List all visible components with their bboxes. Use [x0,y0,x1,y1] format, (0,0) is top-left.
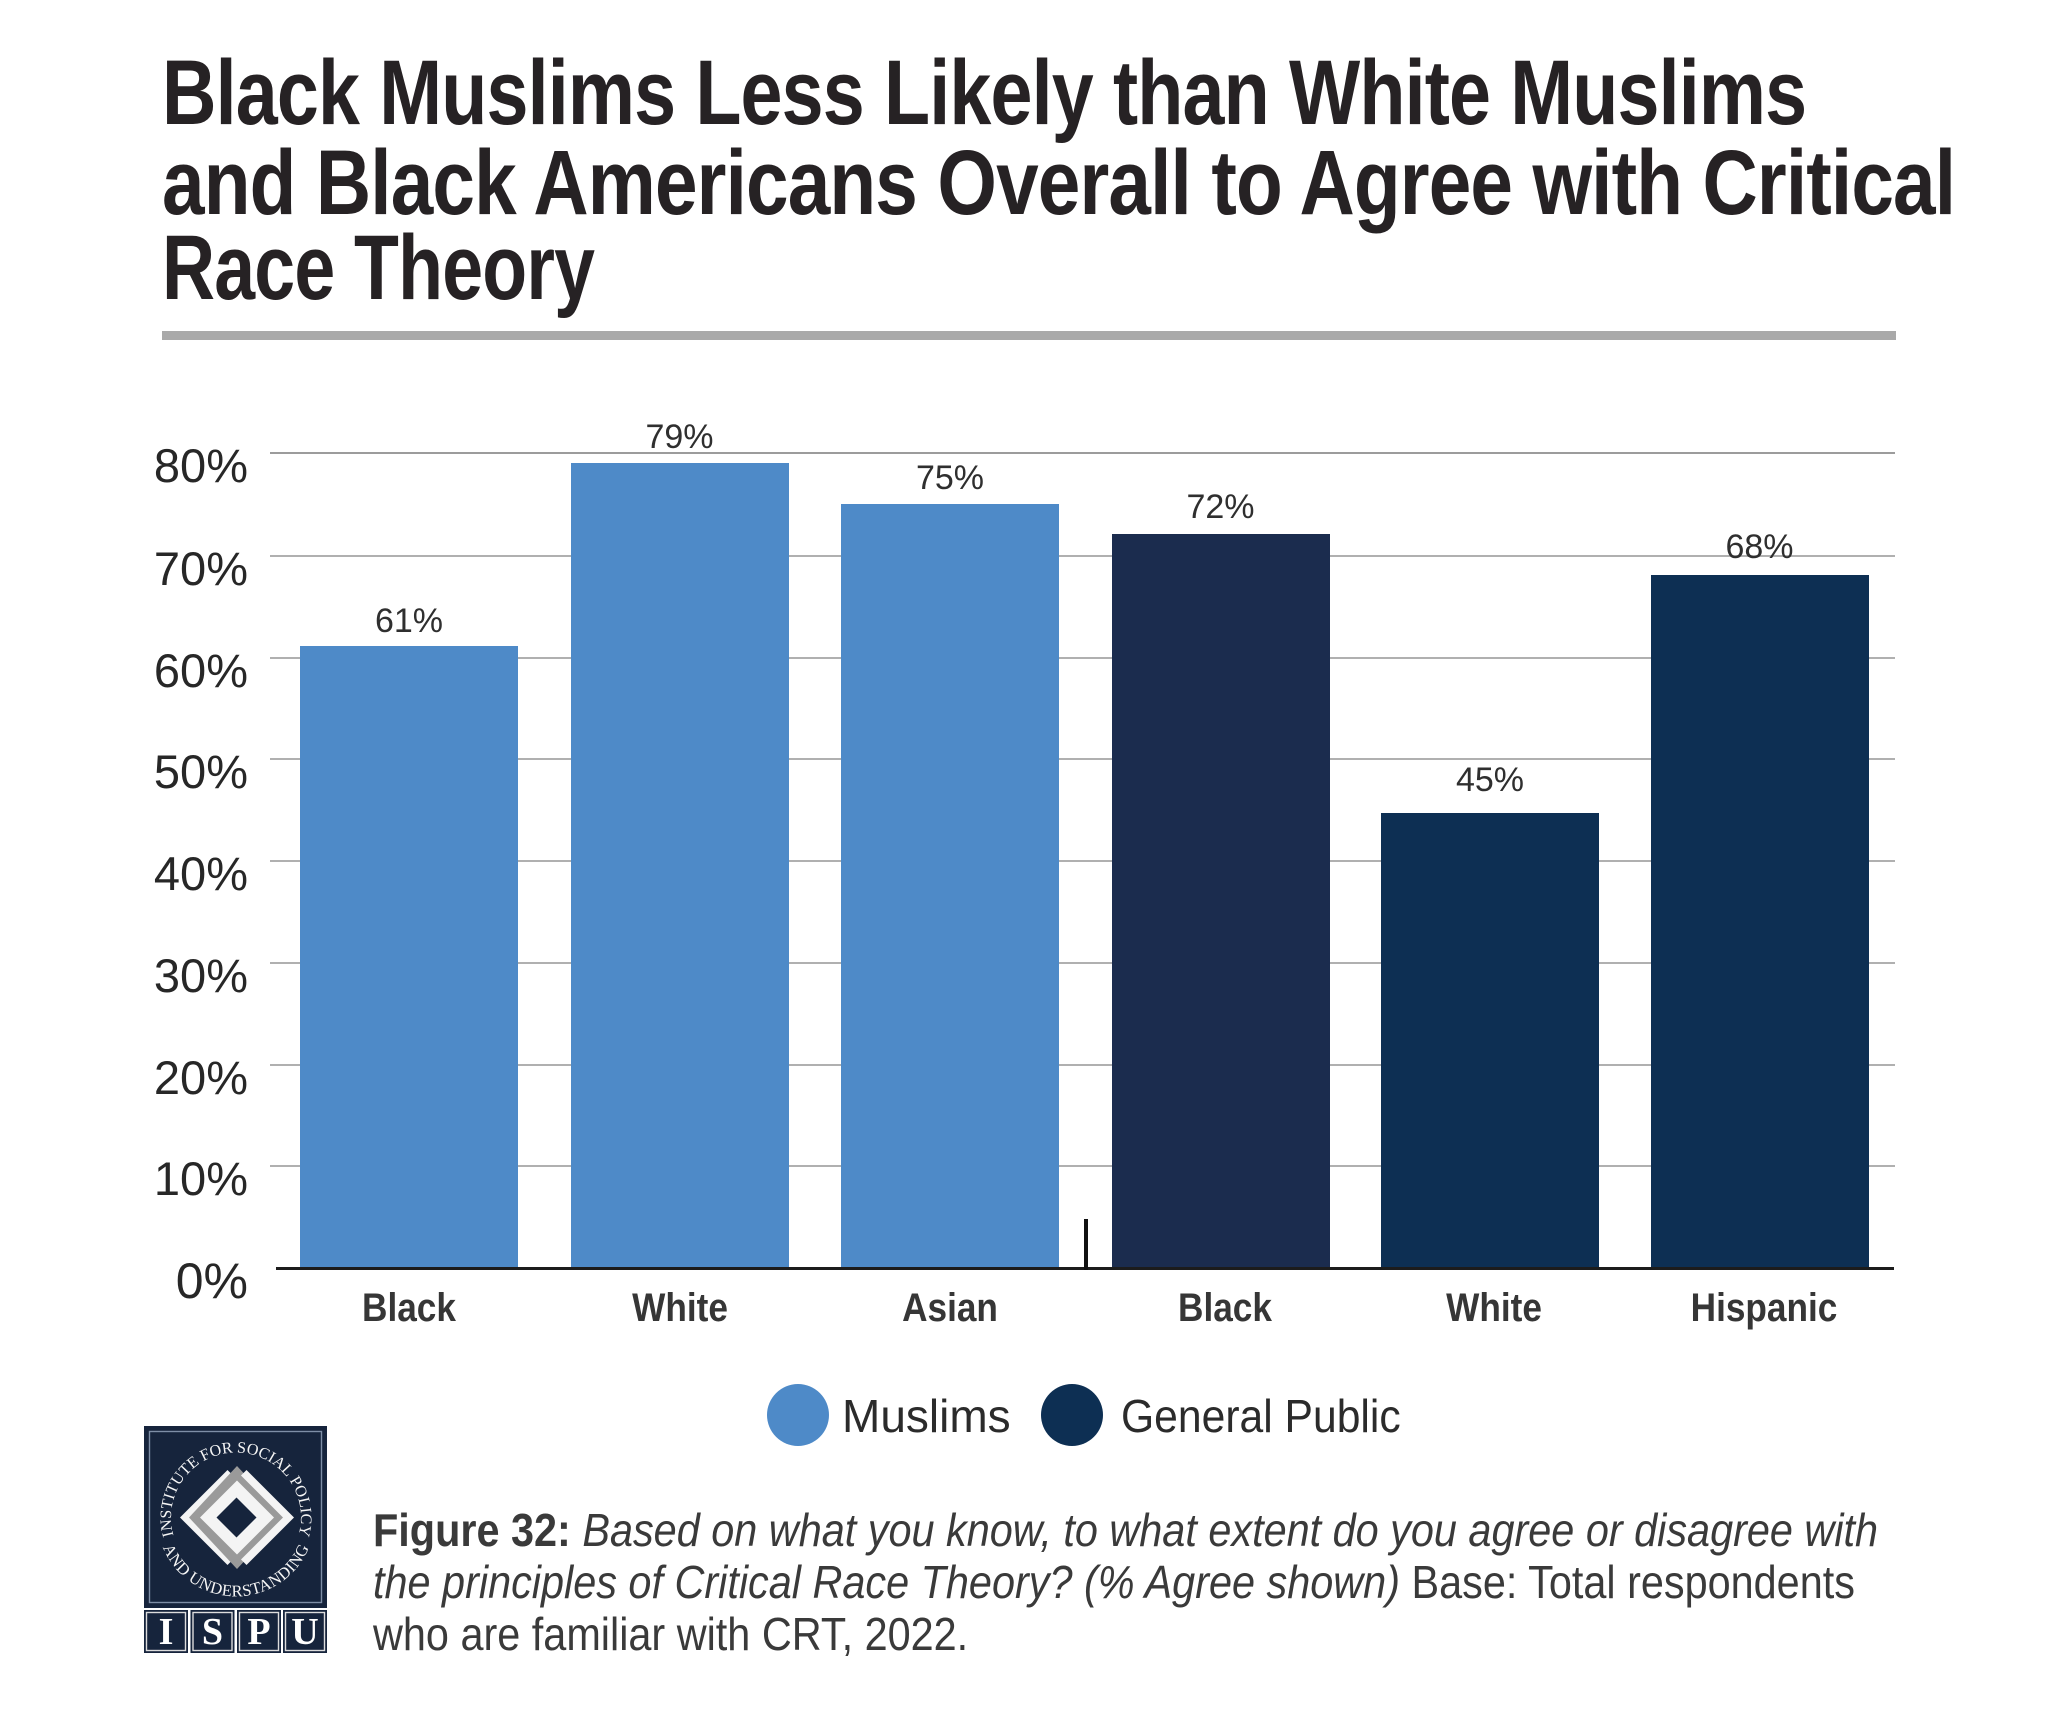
svg-text:U: U [291,1611,318,1653]
svg-text:S: S [202,1611,223,1653]
svg-text:I: I [159,1611,174,1653]
svg-text:P: P [247,1611,270,1653]
